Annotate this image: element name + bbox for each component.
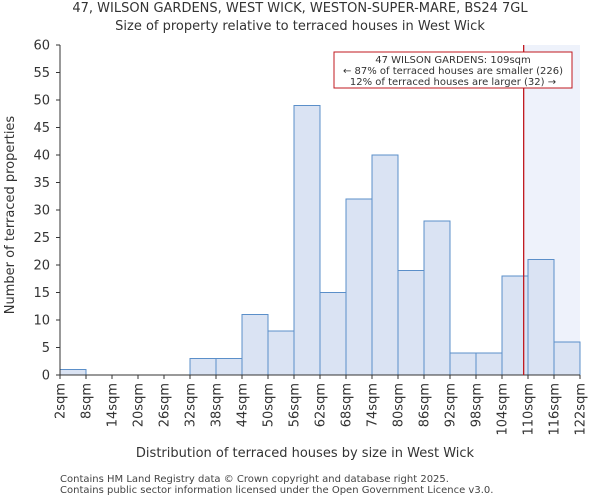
x-axis-label: Distribution of terraced houses by size …	[136, 446, 475, 461]
x-tick-label-8sqm: 8sqm	[80, 383, 95, 419]
y-tick-label-5: 5	[42, 341, 50, 356]
x-tick-label-20sqm: 20sqm	[132, 383, 147, 427]
annotation-line-2: ← 87% of terraced houses are smaller (22…	[343, 66, 563, 77]
bar-38sqm	[215, 358, 243, 376]
x-tick-label-116sqm: 116sqm	[548, 383, 563, 436]
x-tick-label-68sqm: 68sqm	[340, 383, 355, 427]
chart-title: 47, WILSON GARDENS, WEST WICK, WESTON-SU…	[72, 1, 528, 16]
bar-98sqm	[475, 352, 503, 376]
x-tick-label-122sqm: 122sqm	[574, 383, 589, 436]
y-tick-label-0: 0	[42, 369, 50, 384]
bar-68sqm	[345, 198, 373, 376]
annotation-box	[333, 51, 573, 89]
x-tick-label-32sqm: 32sqm	[184, 383, 199, 427]
chart-subtitle: Size of property relative to terraced ho…	[115, 19, 485, 34]
y-tick-label-10: 10	[33, 314, 50, 329]
bar-110sqm	[527, 259, 555, 376]
histogram-chart: 0 5 10 15 20 25 30 35 40 45 50 55 60 2sqm 8sqm 14sqm 20s…	[3, 39, 589, 462]
y-tick-label-15: 15	[33, 286, 50, 301]
bar-50sqm	[267, 330, 295, 376]
y-axis-label: Number of terraced properties	[3, 116, 18, 315]
x-tick-label-50sqm: 50sqm	[262, 383, 277, 427]
y-tick-label-35: 35	[33, 176, 50, 191]
x-tick-label-38sqm: 38sqm	[210, 383, 225, 427]
bar-62sqm	[319, 292, 347, 376]
y-tick-label-25: 25	[33, 231, 50, 246]
y-tick-label-40: 40	[33, 149, 50, 164]
x-tick-label-98sqm: 98sqm	[470, 383, 485, 427]
annotation-line-1: 47 WILSON GARDENS: 109sqm	[375, 55, 531, 66]
y-tick-label-30: 30	[33, 204, 50, 219]
bar-86sqm	[423, 220, 451, 376]
x-tick-label-80sqm: 80sqm	[392, 383, 407, 427]
x-tick-label-26sqm: 26sqm	[158, 383, 173, 427]
x-tick-label-86sqm: 86sqm	[418, 383, 433, 427]
footer-licence: Contains public sector information licen…	[60, 485, 494, 496]
x-tick-label-2sqm: 2sqm	[54, 383, 69, 419]
bar-80sqm	[397, 270, 425, 376]
bar-116sqm	[553, 341, 581, 376]
bar-44sqm	[241, 314, 269, 376]
x-tick-label-14sqm: 14sqm	[106, 383, 121, 427]
y-tick-label-45: 45	[33, 121, 50, 136]
x-tick-label-56sqm: 56sqm	[288, 383, 303, 427]
footer-copyright: Contains HM Land Registry data © Crown c…	[60, 474, 449, 485]
bar-92sqm	[449, 352, 477, 376]
bar-2sqm	[59, 369, 87, 376]
x-tick-label-104sqm: 104sqm	[496, 383, 511, 436]
bar-74sqm	[371, 154, 399, 376]
x-tick-label-110sqm: 110sqm	[522, 383, 537, 436]
y-tick-label-60: 60	[33, 39, 50, 54]
y-tick-label-20: 20	[33, 259, 50, 274]
annotation-line-3: 12% of terraced houses are larger (32) →	[350, 77, 556, 88]
bar-32sqm	[189, 358, 217, 376]
bar-56sqm	[293, 105, 321, 376]
y-tick-label-55: 55	[33, 66, 50, 81]
x-tick-label-62sqm: 62sqm	[314, 383, 329, 427]
x-tick-label-44sqm: 44sqm	[236, 383, 251, 427]
x-tick-label-92sqm: 92sqm	[444, 383, 459, 427]
y-tick-label-50: 50	[33, 94, 50, 109]
x-tick-label-74sqm: 74sqm	[366, 383, 381, 427]
